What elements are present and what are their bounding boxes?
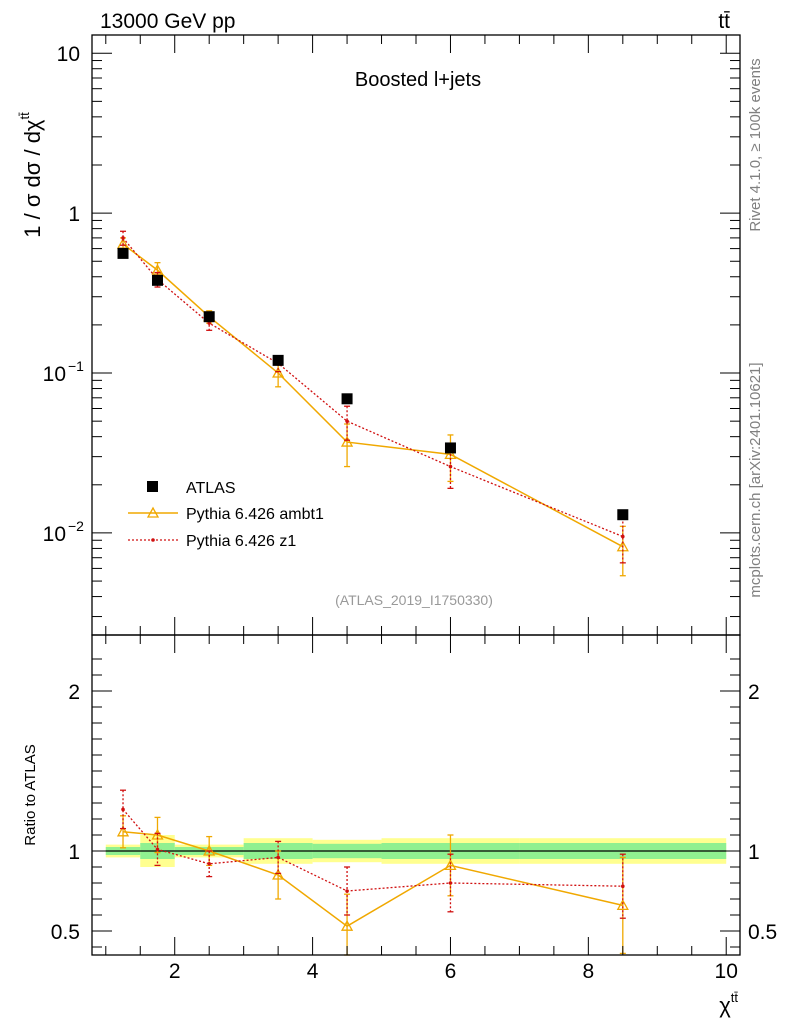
main-atlas-point [272, 354, 284, 366]
main-z1-point [621, 534, 625, 539]
ratio-y-tick-label: 2 [68, 681, 80, 704]
ratio-ambt1-point [116, 825, 130, 837]
ratio-frame [91, 634, 741, 956]
ratio-y-axis-label: Ratio to ATLAS [22, 744, 39, 845]
ratio-x-tick-label: 2 [169, 960, 181, 983]
ratio-y-tick-label-right: 2 [748, 681, 760, 704]
main-y-tick-label: 1 [68, 203, 80, 226]
legend-ambt1-marker [146, 506, 160, 518]
main-y-tick-label: 10 [43, 523, 66, 546]
main-z1-point [207, 321, 211, 325]
main-y-tick-label: 10 [57, 43, 80, 66]
main-ylabel: 1 / σ dσ / dχ [20, 119, 45, 238]
ratio-y-tick-label-right: 1 [748, 841, 760, 864]
x-axis-label: χtt̄ [719, 990, 738, 1018]
ratio-x-tick-label: 8 [582, 960, 594, 983]
legend-ambt1-label: Pythia 6.426 ambt1 [186, 506, 324, 523]
main-y-tick-label: 10 [43, 363, 66, 386]
ratio-z1-point [448, 881, 453, 885]
main-z1-point [345, 419, 349, 423]
main-y-tick-exponent: −2 [68, 518, 84, 534]
main-ambt1-point [340, 435, 354, 447]
ratio-z1-point [207, 862, 211, 866]
main-z1-point [448, 464, 453, 469]
ratio-z1-point [155, 847, 160, 852]
ratio-z1-point [621, 884, 625, 888]
ratio-y-tick-label: 1 [68, 841, 80, 864]
main-y-tick-exponent: −1 [68, 358, 84, 374]
legend: ATLAS Pythia 6.426 ambt1 Pythia 6.426 z1 [128, 480, 324, 550]
main-atlas-point [341, 393, 353, 405]
rivet-label: Rivet 4.1.0, ≥ 100k events [747, 58, 764, 231]
ratio-ambt1-point [340, 919, 354, 931]
ratio-ambt1-point [616, 899, 629, 911]
main-atlas-point [203, 311, 215, 323]
main-atlas-point [117, 247, 129, 259]
ratio-z1-point [345, 889, 349, 893]
ratio-z1-point [121, 807, 125, 812]
main-z1-point [121, 236, 125, 240]
ratio-x-tick-label: 4 [307, 960, 319, 983]
ratio-ambt1-point [444, 859, 457, 871]
main-ambt1-point [272, 366, 285, 378]
ratio-y-tick-label-right: 0.5 [748, 921, 777, 944]
ratio-y-tick-label: 0.5 [51, 921, 80, 944]
legend-z1-marker [151, 538, 155, 542]
ratio-x-tick-label: 6 [445, 960, 457, 983]
process-label: tt̄ [718, 10, 730, 33]
x-axis-label-main: χ [719, 993, 731, 1018]
energy-label: 13000 GeV pp [100, 10, 235, 33]
ratio-ambt1-point [272, 868, 285, 880]
main-ylabel-sup: tt̄ [17, 112, 32, 120]
ratio-panel: 2 4 6 8 10 0.5 0.5 1 1 2 2 Ratio to ATLAS χtt̄ [22, 634, 777, 1018]
main-atlas-point [444, 442, 456, 454]
main-atlas-point [151, 274, 163, 286]
legend-atlas-marker [147, 481, 158, 492]
ratio-x-tick-label: 10 [715, 960, 738, 983]
mcplots-label: mcplots.cern.ch [arXiv:2401.10621] [747, 362, 764, 597]
x-axis-label-sup: tt̄ [731, 990, 739, 1005]
main-title: Boosted l+jets [355, 69, 481, 91]
legend-atlas-label: ATLAS [186, 480, 236, 497]
main-ambt1-line [122, 243, 624, 548]
ratio-z1-point [276, 855, 280, 860]
main-atlas-point [617, 509, 629, 521]
legend-z1-label: Pythia 6.426 z1 [186, 533, 296, 550]
analysis-label: (ATLAS_2019_I1750330) [335, 592, 493, 608]
main-y-axis-label: 1 / σ dσ / dχtt̄ [17, 112, 45, 238]
svg-text:1 / σ dσ / dχtt̄: 1 / σ dσ / dχtt̄ [17, 112, 45, 238]
